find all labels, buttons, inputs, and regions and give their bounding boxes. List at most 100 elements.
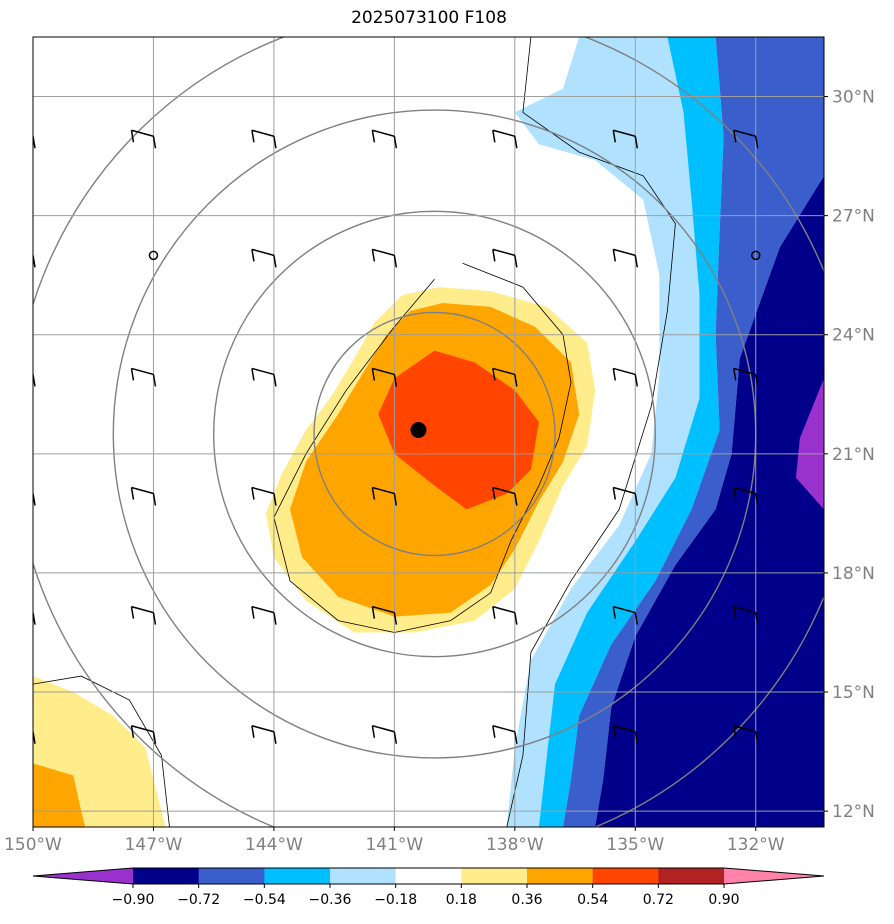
barb-shaft: [613, 367, 636, 376]
wind-barb-24: [371, 486, 398, 506]
y-tick-label-6: 30°N: [832, 88, 875, 108]
barb-flag: [514, 612, 518, 625]
contour-line-2: [33, 675, 170, 827]
barb-flag: [371, 368, 376, 381]
fill-region-2: [378, 350, 539, 510]
wind-barb-3: [371, 129, 398, 149]
colorbar-tick-label-8: 0.72: [643, 892, 674, 908]
barb-flag: [733, 606, 737, 619]
x-tick-label-6: 132°W: [727, 835, 785, 855]
wind-barb-22: [130, 486, 157, 506]
barb-flag: [612, 249, 617, 262]
colorbar-tick-label-3: −0.36: [309, 892, 352, 908]
barb-flag: [273, 612, 277, 625]
barb-shaft: [733, 605, 756, 614]
barb-flag: [733, 725, 737, 738]
colorbar-tick-label-5: 0.18: [446, 892, 477, 908]
barb-flag: [492, 725, 496, 738]
wind-barb-20: [733, 367, 759, 387]
barb-shaft: [33, 373, 34, 375]
barb-flag: [514, 374, 518, 387]
barb-flag: [371, 606, 376, 619]
barb-shaft: [613, 486, 636, 495]
barb-flag: [492, 606, 496, 619]
barb-shaft: [33, 492, 34, 494]
barb-shaft: [251, 725, 275, 733]
barb-flag: [393, 255, 398, 268]
fill-region-9: [795, 378, 824, 510]
barb-flag: [371, 487, 376, 500]
barb-flag: [130, 130, 135, 143]
colorbar-extend-low: [33, 868, 133, 884]
wind-barb-15: [130, 367, 157, 387]
barb-shaft: [33, 730, 34, 732]
barb-flag: [273, 374, 277, 387]
wind-barb-calm-13: [750, 250, 761, 261]
barb-flag: [251, 130, 255, 143]
barb-flag: [152, 374, 157, 387]
barb-flag: [612, 368, 617, 381]
storm-center: [410, 422, 427, 439]
fill-region-6: [538, 37, 724, 827]
wind-barb-23: [251, 486, 277, 506]
barb-shaft: [372, 367, 395, 376]
barb-flag: [251, 368, 255, 381]
wind-barb-37: [251, 725, 277, 744]
wind-barb-5: [612, 129, 639, 149]
barb-flag: [152, 136, 157, 149]
barb-flag: [733, 368, 737, 381]
graticule-grid: [33, 37, 824, 827]
wind-barb-0: [33, 135, 36, 149]
barb-shaft: [613, 725, 636, 733]
y-tick-label-2: 18°N: [832, 564, 875, 584]
wind-barb-21: [33, 492, 36, 506]
wind-barb-30: [251, 605, 277, 625]
barb-flag: [371, 130, 376, 143]
wind-barb-9: [251, 248, 277, 268]
barb-shaft: [251, 367, 275, 376]
wind-barb-2: [251, 129, 277, 149]
wind-barb-39: [492, 725, 518, 744]
wind-barb-26: [612, 486, 639, 506]
barb-flag: [11, 249, 13, 261]
barb-flag: [251, 249, 255, 262]
barb-flag: [612, 725, 617, 738]
x-tick-label-5: 135°W: [606, 835, 664, 855]
barb-flag: [152, 493, 157, 506]
y-tick-label-4: 24°N: [832, 326, 875, 346]
barb-shaft: [131, 725, 154, 733]
fill-region-5: [506, 37, 700, 827]
barb-shaft: [613, 248, 636, 257]
wind-barb-41: [733, 725, 759, 744]
barb-shaft: [492, 248, 516, 257]
wind-barb-36: [130, 725, 157, 744]
barb-shaft: [372, 129, 395, 137]
barb-shaft: [131, 486, 154, 495]
barb-flag: [492, 487, 496, 500]
barb-shaft: [733, 129, 756, 137]
fill-region-7: [563, 37, 824, 827]
barb-flag: [634, 255, 639, 268]
barb-shaft: [131, 605, 154, 614]
wind-barb-40: [612, 725, 639, 744]
y-axis: 12°N 15°N 18°N 21°N 24°N 27°N 30°N: [824, 88, 875, 822]
plot-area: [11, 36, 825, 828]
colorbar-tick-label-2: −0.54: [243, 892, 286, 908]
colorbar-bin-3: [330, 868, 397, 884]
wind-barb-10: [371, 248, 398, 268]
chart-title: 2025073100 F108: [351, 8, 507, 28]
barb-flag: [371, 725, 376, 738]
barb-flag: [755, 731, 759, 744]
barb-shaft: [733, 367, 756, 376]
wind-barb-25: [492, 486, 518, 506]
barb-shaft: [492, 129, 516, 137]
barb-flag: [251, 487, 255, 500]
barb-shaft: [733, 486, 756, 495]
barb-flag: [251, 725, 255, 738]
colorbar-tick-label-0: −0.90: [112, 892, 155, 908]
barb-flag: [393, 731, 398, 744]
x-tick-label-1: 147°W: [125, 835, 183, 855]
barb-flag: [492, 249, 496, 262]
barb-shaft: [492, 486, 516, 495]
